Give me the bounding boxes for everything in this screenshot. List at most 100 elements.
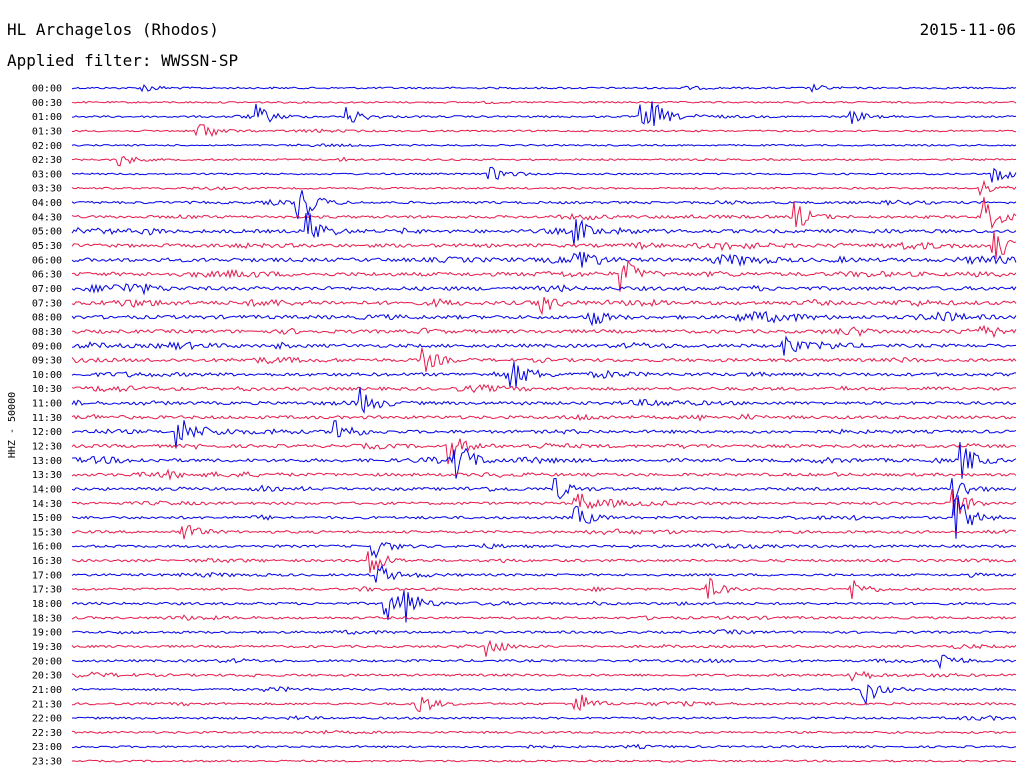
trace-line (71, 179, 1017, 197)
trace-line (71, 564, 1017, 583)
time-tick-label: 04:00 (32, 198, 62, 209)
time-tick-label: 09:00 (32, 341, 62, 352)
time-tick-label: 22:00 (32, 714, 62, 725)
time-tick-label: 00:00 (32, 84, 62, 95)
time-tick-label: 10:30 (32, 384, 62, 395)
time-tick-label: 02:00 (32, 141, 62, 152)
time-tick-label: 11:30 (32, 413, 62, 424)
time-tick-label: 06:30 (32, 270, 62, 281)
trace-line (71, 100, 1017, 105)
time-tick-label: 02:30 (32, 155, 62, 166)
time-tick-label: 07:30 (32, 298, 62, 309)
time-tick-label: 20:30 (32, 671, 62, 682)
trace-line (71, 577, 1017, 599)
filter-label: Applied filter: WWSSN-SP (7, 51, 238, 70)
trace-line (71, 124, 1017, 138)
trace-line (71, 759, 1017, 763)
trace-line (71, 420, 1017, 449)
station-title: HL Archagelos (Rhodos) (7, 20, 219, 39)
trace-line (71, 489, 1017, 516)
trace-line (71, 614, 1017, 622)
trace-line (71, 442, 1017, 479)
trace-line (71, 412, 1017, 422)
y-axis-label: HHZ - 50000 (7, 392, 18, 458)
time-tick-label: 19:00 (32, 628, 62, 639)
trace-line (71, 551, 1017, 574)
time-tick-label: 19:30 (32, 642, 62, 653)
time-tick-label: 01:00 (32, 112, 62, 123)
time-tick-label: 06:00 (32, 255, 62, 266)
time-tick-labels: 00:00 00:30 01:00 01:30 02:00 02:30 03:00 03:30… (32, 84, 62, 768)
time-tick-label: 08:30 (32, 327, 62, 338)
time-tick-label: 16:00 (32, 542, 62, 553)
time-tick-label: 22:30 (32, 728, 62, 739)
time-tick-label: 04:30 (32, 212, 62, 223)
trace-line (71, 166, 1017, 183)
trace-line (71, 143, 1017, 148)
time-tick-label: 08:00 (32, 313, 62, 324)
time-tick-label: 03:00 (32, 169, 62, 180)
time-tick-label: 00:30 (32, 98, 62, 109)
time-tick-label: 23:30 (32, 757, 62, 768)
trace-line (71, 386, 1017, 414)
time-tick-label: 18:00 (32, 599, 62, 610)
trace-line (71, 684, 1017, 707)
time-tick-label: 13:00 (32, 456, 62, 467)
trace-line (71, 190, 1017, 220)
time-tick-label: 11:00 (32, 399, 62, 410)
time-tick-label: 17:30 (32, 585, 62, 596)
trace-line (71, 310, 1017, 327)
time-tick-label: 18:30 (32, 613, 62, 624)
trace-line (72, 729, 1017, 735)
trace-line (71, 743, 1017, 750)
time-tick-label: 07:00 (32, 284, 62, 295)
time-tick-label: 05:00 (32, 227, 62, 238)
time-tick-label: 15:30 (32, 527, 62, 538)
trace-line (71, 639, 1017, 657)
trace-line (71, 477, 1017, 505)
trace-line (71, 259, 1017, 292)
trace-line (71, 213, 1017, 246)
time-tick-label: 21:30 (32, 699, 62, 710)
time-tick-label: 21:00 (32, 685, 62, 696)
trace-line (71, 197, 1017, 230)
trace-line (71, 335, 1017, 356)
time-tick-label: 10:00 (32, 370, 62, 381)
trace-line (71, 155, 1017, 167)
time-tick-label: 17:00 (32, 570, 62, 581)
trace-line (71, 468, 1017, 481)
trace-line (72, 694, 1017, 713)
trace-line (71, 83, 1017, 93)
seismic-traces (71, 83, 1017, 763)
time-tick-label: 15:00 (32, 513, 62, 524)
trace-line (72, 715, 1017, 722)
trace-line (71, 629, 1017, 636)
time-tick-label: 03:30 (32, 184, 62, 195)
time-tick-label: 12:30 (32, 442, 62, 453)
trace-line (71, 361, 1017, 388)
trace-line (71, 670, 1017, 682)
time-tick-label: 16:30 (32, 556, 62, 567)
trace-line (71, 297, 1017, 316)
trace-line (71, 231, 1017, 260)
time-tick-label: 20:00 (32, 656, 62, 667)
time-tick-label: 14:30 (32, 499, 62, 510)
trace-line (71, 590, 1017, 623)
time-tick-label: 01:30 (32, 126, 62, 137)
trace-line (71, 495, 1017, 539)
time-tick-label: 14:00 (32, 484, 62, 495)
trace-line (71, 283, 1017, 296)
trace-line (71, 383, 1017, 394)
time-tick-label: 09:30 (32, 356, 62, 367)
time-tick-label: 13:30 (32, 470, 62, 481)
time-tick-label: 12:00 (32, 427, 62, 438)
trace-line (71, 251, 1017, 268)
date-label: 2015-11-06 (920, 20, 1016, 39)
trace-line (71, 324, 1017, 339)
time-tick-label: 23:00 (32, 742, 62, 753)
trace-line (71, 438, 1017, 465)
time-tick-label: 05:30 (32, 241, 62, 252)
trace-line (71, 654, 1017, 670)
trace-line (71, 347, 1017, 372)
